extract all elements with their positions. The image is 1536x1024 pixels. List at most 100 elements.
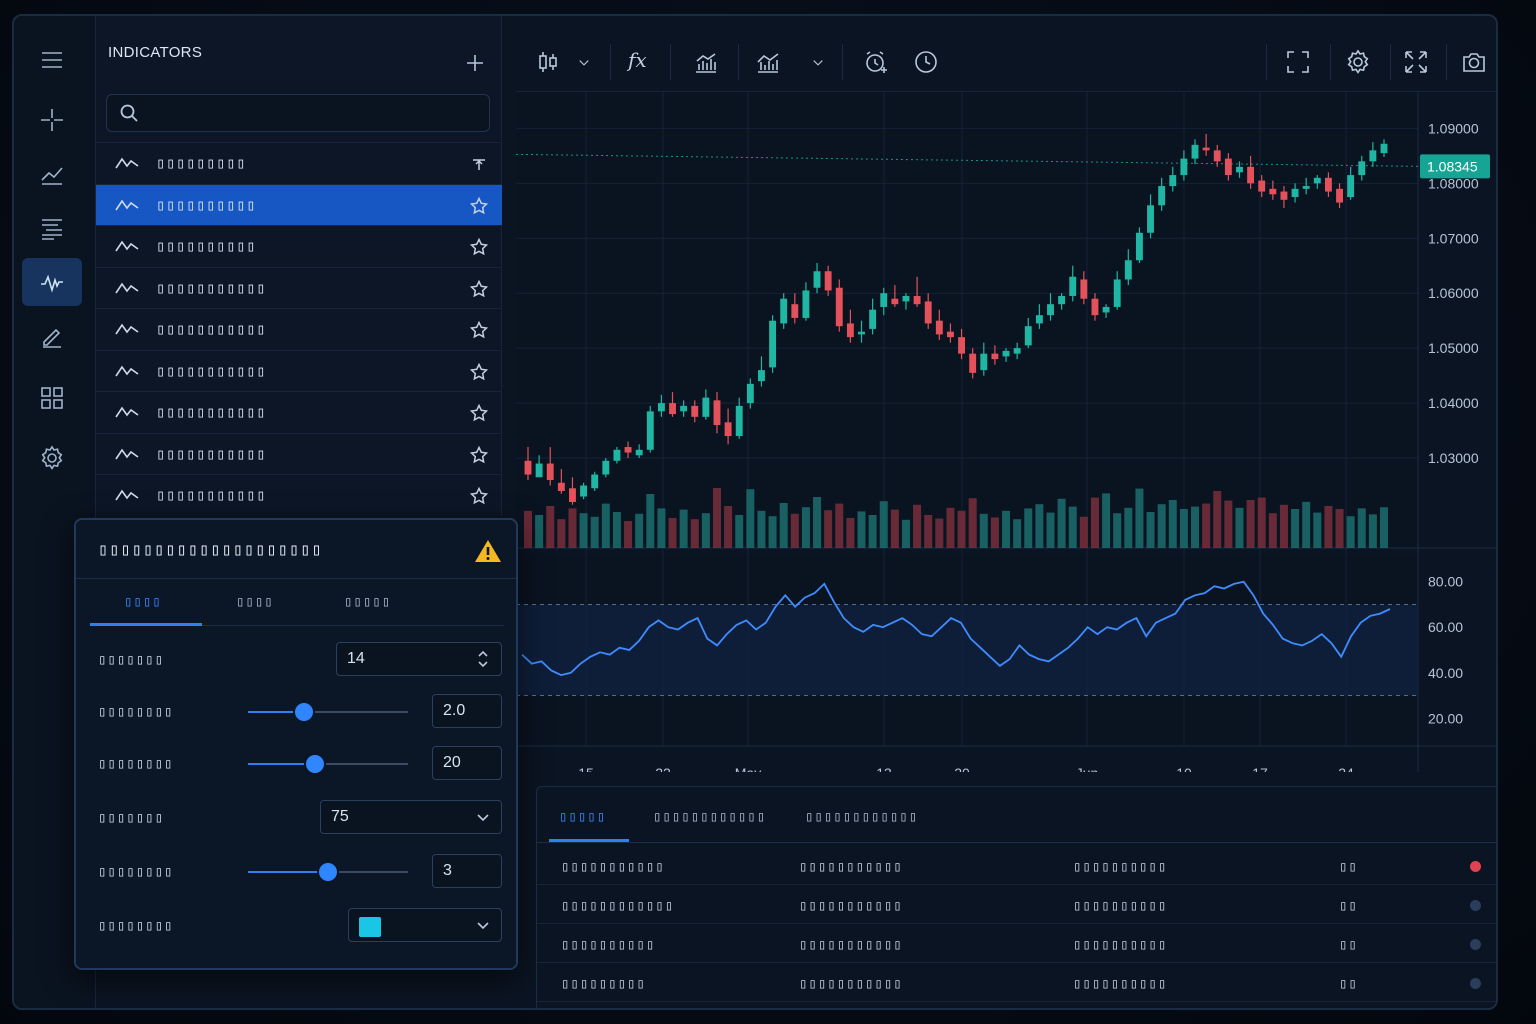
crosshair-tool-button[interactable] bbox=[22, 96, 82, 144]
candle-body[interactable] bbox=[1102, 306, 1110, 313]
candle-body[interactable] bbox=[1047, 304, 1054, 316]
favorite-star-icon[interactable] bbox=[469, 196, 489, 215]
candle-body[interactable] bbox=[946, 331, 954, 338]
setting-slider[interactable] bbox=[248, 754, 408, 774]
favorite-star-icon[interactable] bbox=[469, 403, 489, 422]
panel-tab[interactable]: ▯▯▯▯▯▯▯▯▯▯▯▯ bbox=[805, 809, 919, 825]
pin-icon[interactable] bbox=[470, 155, 488, 173]
candle-body[interactable] bbox=[1013, 348, 1021, 354]
candle-body[interactable] bbox=[813, 271, 821, 288]
candle-body[interactable] bbox=[580, 485, 588, 497]
candle-body[interactable] bbox=[835, 287, 843, 327]
bar-chart-button[interactable] bbox=[692, 48, 720, 76]
slider-knob[interactable] bbox=[319, 863, 337, 881]
candle-body[interactable] bbox=[669, 403, 676, 415]
snapshot-button[interactable] bbox=[1460, 48, 1488, 76]
candle-body[interactable] bbox=[758, 370, 765, 382]
function-button[interactable]: fx bbox=[628, 48, 647, 72]
candle-body[interactable] bbox=[824, 271, 832, 291]
candle-body[interactable] bbox=[724, 422, 732, 437]
candle-body[interactable] bbox=[557, 482, 565, 492]
candle-body[interactable] bbox=[635, 449, 643, 456]
table-row[interactable]: ▯▯▯▯▯▯▯▯▯▯ ▯▯▯▯▯▯▯▯▯▯▯ ▯▯▯▯▯▯▯▯▯▯ ▯▯ bbox=[537, 925, 1496, 963]
candle-body[interactable] bbox=[1324, 177, 1332, 192]
indicators-tool-button[interactable] bbox=[22, 258, 82, 306]
compare-button[interactable] bbox=[754, 48, 782, 76]
stepper-arrows-icon[interactable] bbox=[475, 648, 491, 668]
candle-body[interactable] bbox=[1180, 158, 1188, 176]
favorite-star-icon[interactable] bbox=[469, 362, 489, 381]
candle-body[interactable] bbox=[713, 400, 721, 426]
candle-body[interactable] bbox=[546, 463, 554, 481]
candle-body[interactable] bbox=[1280, 191, 1288, 200]
slider-knob[interactable] bbox=[295, 703, 313, 721]
setting-slider[interactable] bbox=[248, 862, 408, 882]
candle-body[interactable] bbox=[1069, 276, 1077, 296]
candle-body[interactable] bbox=[846, 323, 854, 338]
candle-body[interactable] bbox=[958, 337, 966, 354]
candle-body[interactable] bbox=[1302, 186, 1310, 189]
indicator-list-item[interactable]: ▯▯▯▯▯▯▯▯▯ bbox=[96, 142, 502, 184]
candle-body[interactable] bbox=[691, 405, 699, 417]
draw-tool-button[interactable] bbox=[22, 312, 82, 360]
candle-body[interactable] bbox=[1224, 158, 1232, 176]
candle-body[interactable] bbox=[935, 320, 943, 335]
candle-body[interactable] bbox=[1213, 150, 1221, 162]
indicator-search-input[interactable] bbox=[149, 105, 489, 121]
candle-body[interactable] bbox=[858, 331, 865, 335]
candle-body[interactable] bbox=[1002, 350, 1010, 357]
candle-body[interactable] bbox=[791, 304, 799, 318]
dialog-tab[interactable]: ▯▯▯▯▯ bbox=[344, 594, 392, 610]
candle-body[interactable] bbox=[980, 353, 988, 371]
menu-button[interactable] bbox=[22, 36, 82, 84]
candle-body[interactable] bbox=[924, 301, 932, 324]
time-button[interactable] bbox=[912, 48, 940, 76]
candle-body[interactable] bbox=[524, 460, 532, 475]
indicator-list-item[interactable]: ▯▯▯▯▯▯▯▯▯▯▯ bbox=[96, 474, 502, 516]
slider-value-input[interactable]: 2.0 bbox=[432, 694, 502, 728]
indicator-list-item[interactable]: ▯▯▯▯▯▯▯▯▯▯▯ bbox=[96, 266, 502, 309]
candle-body[interactable] bbox=[702, 397, 710, 417]
candle-body[interactable] bbox=[869, 309, 877, 329]
candle-body[interactable] bbox=[735, 405, 743, 437]
slider-value-input[interactable]: 3 bbox=[432, 854, 502, 888]
table-row[interactable]: ▯▯▯▯▯▯▯▯▯ ▯▯▯▯▯▯▯▯▯▯▯ ▯▯▯▯▯▯▯▯▯▯ ▯▯ bbox=[537, 964, 1496, 1002]
layout-button[interactable] bbox=[22, 374, 82, 422]
fullscreen-button[interactable] bbox=[1284, 48, 1312, 76]
indicator-list-item[interactable]: ▯▯▯▯▯▯▯▯▯▯ bbox=[96, 225, 502, 267]
panel-tab[interactable]: ▯▯▯▯▯ bbox=[559, 809, 607, 825]
candle-body[interactable] bbox=[1191, 144, 1199, 159]
color-picker[interactable] bbox=[348, 908, 502, 942]
slider-value-input[interactable]: 20 bbox=[432, 746, 502, 780]
favorite-star-icon[interactable] bbox=[469, 320, 489, 339]
expand-button[interactable] bbox=[1402, 48, 1430, 76]
settings-button[interactable] bbox=[22, 434, 82, 482]
candle-body[interactable] bbox=[991, 353, 999, 360]
candle-body[interactable] bbox=[1169, 175, 1177, 187]
candle-body[interactable] bbox=[1035, 315, 1043, 324]
candle-body[interactable] bbox=[535, 463, 543, 478]
candle-body[interactable] bbox=[1291, 188, 1299, 198]
candle-body[interactable] bbox=[1202, 147, 1210, 151]
candle-body[interactable] bbox=[769, 320, 777, 368]
indicator-list-item[interactable]: ▯▯▯▯▯▯▯▯▯▯ bbox=[96, 183, 502, 225]
compare-dropdown[interactable] bbox=[808, 48, 828, 76]
panel-tab[interactable]: ▯▯▯▯▯▯▯▯▯▯▯▯ bbox=[653, 809, 767, 825]
candle-body[interactable] bbox=[602, 460, 610, 475]
candle-body[interactable] bbox=[1347, 175, 1355, 198]
trend-line-tool-button[interactable] bbox=[22, 150, 82, 198]
candle-body[interactable] bbox=[1358, 161, 1366, 176]
candle-body[interactable] bbox=[1236, 166, 1243, 173]
favorite-star-icon[interactable] bbox=[469, 445, 489, 464]
indicator-search-box[interactable] bbox=[106, 94, 490, 132]
candle-body[interactable] bbox=[657, 403, 665, 412]
indicator-list-item[interactable]: ▯▯▯▯▯▯▯▯▯▯▯ bbox=[96, 391, 502, 433]
candle-body[interactable] bbox=[591, 474, 599, 489]
candle-body[interactable] bbox=[1147, 205, 1154, 233]
fib-tool-button[interactable] bbox=[22, 204, 82, 252]
chart-type-button[interactable] bbox=[534, 48, 562, 76]
candle-body[interactable] bbox=[1024, 326, 1032, 346]
candle-body[interactable] bbox=[969, 353, 977, 373]
favorite-star-icon[interactable] bbox=[469, 279, 489, 298]
candle-body[interactable] bbox=[646, 411, 654, 450]
